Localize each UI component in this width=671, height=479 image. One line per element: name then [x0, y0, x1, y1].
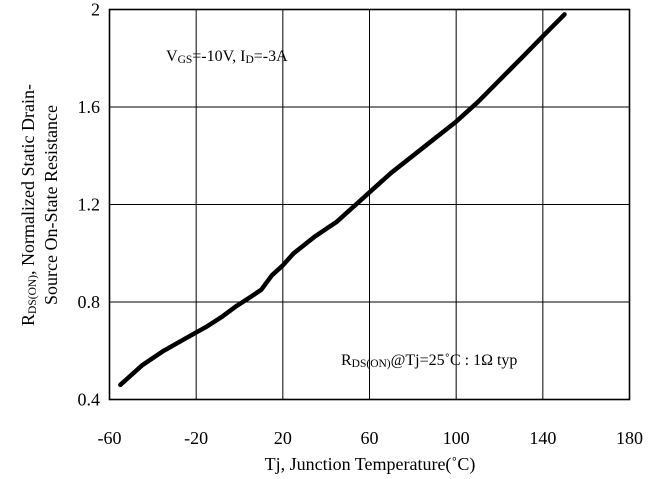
x-tick-label: -60 [98, 428, 122, 448]
y-tick-label: 1.6 [78, 97, 101, 117]
x-tick-label: -20 [184, 428, 208, 448]
grid [109, 9, 630, 400]
x-tick-labels: -60 -20 20 60 100 140 180 [98, 428, 644, 448]
y-tick-label: 0.8 [78, 292, 101, 312]
series-line [118, 12, 567, 388]
x-tick-label: 20 [274, 428, 292, 448]
x-tick-label: 140 [529, 428, 556, 448]
svg-text:Source On-State Resistance: Source On-State Resistance [41, 105, 61, 305]
annotation-conditions: VGS=-10V, ID=-3A [166, 48, 288, 66]
x-tick-label: 60 [361, 428, 379, 448]
x-tick-label: 180 [616, 428, 643, 448]
y-tick-label: 2 [91, 0, 100, 20]
annotation-reference: RDS(ON)@Tj=25˚C : 1Ω typ [341, 352, 517, 370]
x-tick-label: 100 [443, 428, 470, 448]
x-axis-label: Tj, Junction Temperature(˚C) [265, 454, 476, 475]
y-tick-labels: 0.4 0.8 1.2 1.6 2 [78, 0, 101, 410]
plot-frame [108, 8, 631, 401]
y-axis-label: RDS(ON), Normalized Static Drain- Source… [18, 84, 61, 326]
y-tick-label: 0.4 [78, 390, 101, 410]
y-tick-label: 1.2 [78, 195, 101, 215]
svg-text:RDS(ON), Normalized Static Dra: RDS(ON), Normalized Static Drain- [18, 84, 39, 326]
